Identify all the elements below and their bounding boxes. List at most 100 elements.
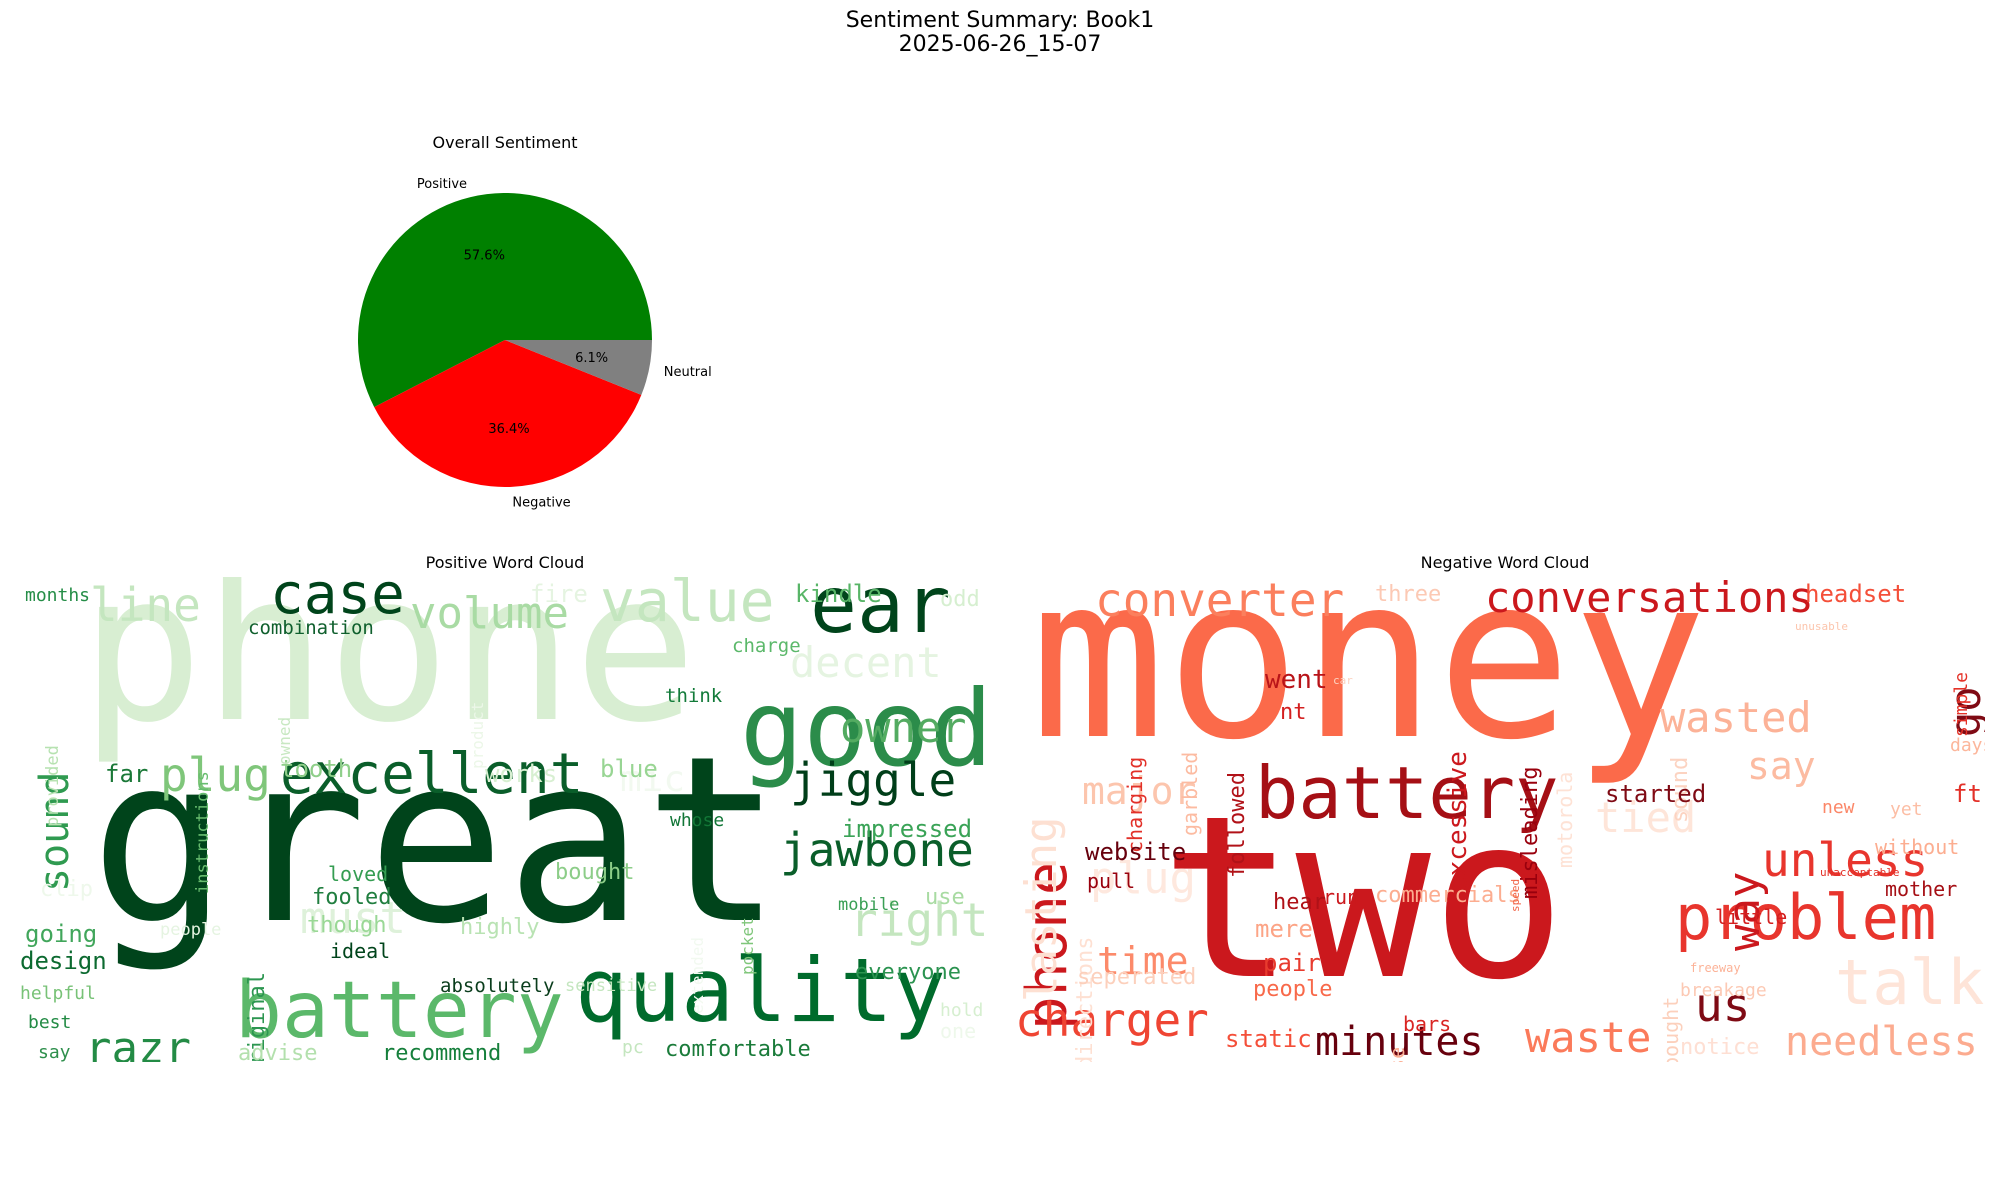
negative-word-motorola: motorola bbox=[1553, 771, 1577, 868]
positive-word-recommend: recommend bbox=[382, 1041, 502, 1063]
positive-word-ear: ear bbox=[810, 577, 951, 651]
positive-word-charge: charge bbox=[732, 635, 801, 657]
negative-word-tied: tied bbox=[1595, 793, 1697, 842]
negative-word-ft: ft bbox=[1953, 780, 1982, 808]
positive-word-think: think bbox=[665, 685, 723, 707]
negative-word-notice: notice bbox=[1680, 1035, 1760, 1060]
positive-word-excellent: excellent bbox=[280, 742, 584, 807]
pie-slice-negative bbox=[374, 340, 642, 487]
negative-word-misleading: misleading bbox=[1518, 766, 1543, 899]
negative-word-two: two bbox=[1160, 768, 1567, 1030]
negative-word-without: without bbox=[1875, 835, 1960, 859]
positive-word-use: use bbox=[925, 885, 965, 910]
positive-word-impressed: impressed bbox=[842, 815, 973, 843]
pie-label-negative: Negative bbox=[512, 496, 570, 511]
positive-word-pocket: pocket bbox=[738, 916, 757, 975]
positive-word-mobile: mobile bbox=[838, 895, 900, 915]
negative-word-charger: charger bbox=[1015, 993, 1209, 1047]
positive-word-say: say bbox=[38, 1042, 71, 1062]
negative-word-us: us bbox=[1695, 978, 1751, 1032]
negative-word-run: run bbox=[1323, 885, 1360, 909]
positive-word-volume: volume bbox=[410, 588, 569, 639]
negative-word-commercials: commercials bbox=[1375, 883, 1521, 908]
negative-word-minutes: minutes bbox=[1315, 1019, 1484, 1062]
positive-word-decent: decent bbox=[790, 638, 942, 687]
positive-word-pc: pc bbox=[622, 1037, 644, 1058]
negative-word-lasting: lasting bbox=[1016, 816, 1067, 1002]
positive-word-instructions: instructions bbox=[193, 771, 213, 895]
pie-label-positive: Positive bbox=[417, 177, 467, 192]
positive-word-far: far bbox=[105, 760, 149, 788]
positive-word-phone: phone bbox=[80, 577, 698, 768]
negative-word-static: static bbox=[1225, 1025, 1312, 1053]
negative-word-conversations: conversations bbox=[1485, 577, 1814, 622]
negative-word-mother: mother bbox=[1885, 877, 1958, 901]
figure-subtitle: 2025-06-26_15-07 bbox=[898, 32, 1102, 57]
positive-word-jiggle: jiggle bbox=[790, 753, 957, 807]
positive-cloud-title: Positive Word Cloud bbox=[425, 553, 585, 572]
negative-word-started: started bbox=[1605, 780, 1707, 808]
positive-word-best: best bbox=[28, 1012, 72, 1033]
positive-word-kindle: kindle bbox=[795, 580, 882, 608]
positive-word-ideal: ideal bbox=[330, 939, 391, 963]
positive-word-whose: whose bbox=[670, 810, 725, 831]
positive-word-absolutely: absolutely bbox=[440, 975, 555, 997]
positive-word-provided: provided bbox=[43, 744, 63, 827]
positive-word-must: must bbox=[300, 893, 406, 944]
positive-word-sensitive: sensitive bbox=[565, 976, 658, 996]
positive-word-battery: battery bbox=[235, 966, 564, 1056]
positive-word-razr: razr bbox=[85, 1023, 191, 1063]
pie-title: Overall Sentiment bbox=[432, 133, 578, 152]
negative-word-simple: simple bbox=[1951, 671, 1972, 737]
negative-word-bars: bars bbox=[1403, 1012, 1452, 1036]
negative-word-little: little bbox=[1715, 905, 1788, 929]
positive-word-jawbone: jawbone bbox=[780, 823, 974, 877]
positive-word-good: good bbox=[740, 668, 990, 790]
negative-word-time: time bbox=[1097, 939, 1189, 983]
negative-word-garbled: garbled bbox=[1178, 751, 1202, 836]
negative-word-yet: yet bbox=[1890, 799, 1923, 820]
negative-word-wasted: wasted bbox=[1660, 693, 1812, 742]
positive-word-extended: extended bbox=[688, 936, 707, 1014]
positive-word-value: value bbox=[600, 577, 775, 635]
negative-word-converter: converter bbox=[1095, 577, 1345, 627]
negative-word-problem: problem bbox=[1675, 881, 1937, 954]
figure-title: Sentiment Summary: Book1 bbox=[845, 8, 1155, 33]
negative-word-three: three bbox=[1375, 582, 1442, 607]
negative-word-people: people bbox=[1253, 977, 1333, 1002]
negative-word-talk: talk bbox=[1835, 946, 1985, 1019]
positive-word-blue: blue bbox=[600, 755, 658, 783]
negative-word-unusable: unusable bbox=[1795, 620, 1848, 633]
negative-word-new: new bbox=[1822, 797, 1855, 818]
negative-word-seperated: seperated bbox=[1077, 965, 1197, 990]
positive-word-design: design bbox=[20, 947, 107, 975]
positive-word-comfortable: comfortable bbox=[665, 1037, 811, 1062]
negative-word-unless: unless bbox=[1762, 833, 1929, 887]
positive-word-going: going bbox=[25, 920, 98, 948]
negative-word-bought: bought bbox=[1659, 996, 1683, 1062]
negative-word-car: car bbox=[1333, 674, 1353, 687]
negative-word-speed: speed bbox=[1509, 878, 1522, 912]
positive-word-combination: combination bbox=[248, 617, 374, 639]
negative-word-plug: plug bbox=[1090, 853, 1196, 904]
positive-word-hold: hold bbox=[940, 1000, 984, 1021]
pie-pct-label-neutral: 6.1% bbox=[575, 351, 608, 366]
negative-word-went: went bbox=[1265, 665, 1328, 695]
positive-word-works: works bbox=[485, 760, 558, 788]
negative-word-directions: directions bbox=[1073, 936, 1098, 1062]
pie-slice-neutral bbox=[505, 340, 652, 395]
positive-word-one: one bbox=[940, 1019, 977, 1043]
positive-word-line: line bbox=[90, 578, 201, 632]
positive-word-though: though bbox=[307, 913, 387, 938]
negative-word-cloud: money two battery problem converter conversat… bbox=[1015, 577, 1985, 1062]
negative-word-say: say bbox=[1747, 744, 1816, 788]
positive-word-owned: owned bbox=[275, 716, 294, 765]
negative-word-headset: headset bbox=[1805, 580, 1907, 608]
positive-word-plug: plug bbox=[160, 748, 271, 802]
positive-word-highly: highly bbox=[460, 915, 540, 940]
negative-word-waste: waste bbox=[1525, 1013, 1652, 1062]
positive-word-fooled: fooled bbox=[312, 885, 392, 910]
negative-word-major: major bbox=[1082, 769, 1197, 813]
positive-word-tooth: tooth bbox=[280, 755, 353, 783]
